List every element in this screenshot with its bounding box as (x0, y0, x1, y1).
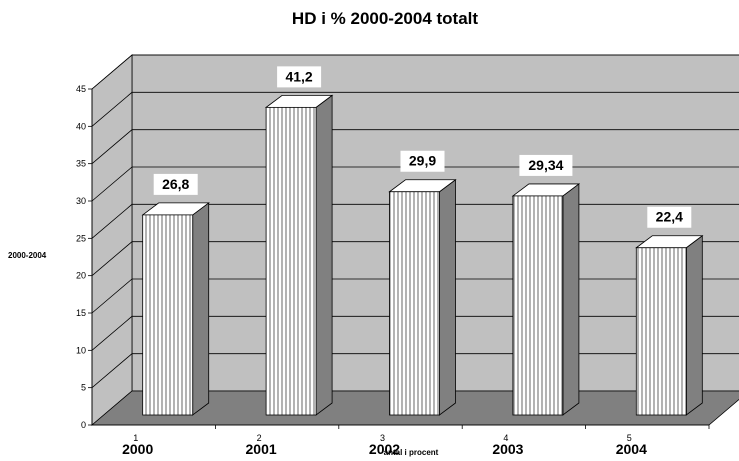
data-label-box (519, 154, 573, 176)
y-tick-label: 40 (76, 121, 86, 131)
data-label-2002: 29,9 (400, 150, 445, 172)
category-index: 2 (257, 433, 262, 443)
gridline (91, 129, 739, 164)
data-label-box (153, 173, 198, 195)
bar-front (635, 247, 687, 416)
x-tick-label: 2003 (492, 441, 523, 457)
y-tick-label: 0 (81, 420, 86, 430)
bar-side (439, 178, 456, 416)
category-index: 3 (380, 433, 385, 443)
bar-side (315, 94, 333, 416)
y-tick-label: 30 (76, 196, 86, 206)
bar-2004 (635, 234, 704, 416)
bar-2002 (388, 178, 457, 416)
y-tick-label: 45 (76, 84, 86, 94)
y-tick-label: 15 (76, 308, 86, 318)
y-tick-label: 35 (76, 159, 86, 169)
bar-side (685, 234, 703, 416)
bar-2003 (511, 183, 581, 416)
chart-title: HD i % 2000-2004 totalt (292, 9, 478, 28)
x-tick-label: 2002 (369, 441, 400, 457)
x-axis-label: antal i procent (384, 448, 439, 457)
data-label-2000: 26,8 (153, 173, 198, 195)
y-tick-label: 25 (76, 233, 86, 243)
data-label-box (400, 150, 445, 172)
bar-2001 (264, 94, 334, 416)
gridline (91, 54, 739, 90)
x-tick-label: 2001 (246, 441, 277, 457)
data-label-text: 29,9 (409, 153, 436, 169)
y-tick-label: 20 (76, 271, 86, 281)
category-index: 5 (627, 433, 632, 443)
y-axis-label: 2000-2004 (8, 251, 47, 260)
x-tick-label: 2000 (122, 441, 153, 457)
data-label-box (647, 206, 692, 228)
data-label-text: 29,34 (528, 157, 563, 173)
bar-front (512, 195, 564, 416)
data-label-2004: 22,4 (647, 206, 692, 228)
bar-front (265, 106, 317, 416)
side-wall (91, 54, 133, 426)
data-label-2001: 41,2 (277, 66, 322, 88)
y-tick-label: 5 (81, 383, 86, 393)
y-tick-label: 10 (76, 345, 86, 355)
bars (141, 94, 704, 416)
category-index: 4 (503, 433, 508, 443)
bar-side (192, 202, 210, 416)
data-labels: 26,8 41,2 29,9 29,34 22,4 (153, 66, 692, 228)
data-label-text: 22,4 (656, 209, 683, 225)
category-index: 1 (133, 433, 138, 443)
x-tick-label: 2004 (616, 441, 647, 457)
data-label-text: 41,2 (285, 68, 312, 84)
bar-2000 (141, 202, 210, 416)
data-label-2003: 29,34 (519, 154, 573, 176)
bar-front (142, 214, 194, 416)
gridline (91, 91, 739, 127)
data-label-box (277, 66, 322, 88)
data-label-text: 26,8 (162, 176, 189, 192)
bar-front (389, 191, 440, 416)
bar-side (562, 183, 580, 416)
